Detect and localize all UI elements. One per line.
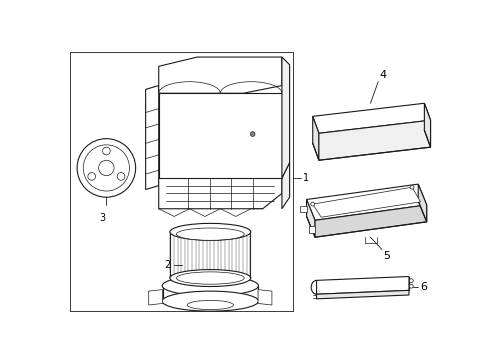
Text: 3: 3 [99,213,105,222]
Bar [309,226,315,233]
Polygon shape [159,57,282,93]
Circle shape [409,279,413,283]
Circle shape [311,202,315,206]
Polygon shape [159,178,282,209]
Text: 5: 5 [384,251,391,261]
Circle shape [88,172,96,180]
Polygon shape [317,276,409,294]
Polygon shape [282,57,290,178]
Circle shape [102,147,110,155]
Text: 1: 1 [303,173,309,183]
Bar [300,206,307,212]
Polygon shape [307,199,315,237]
Circle shape [250,132,255,136]
Polygon shape [159,93,282,178]
Ellipse shape [176,228,244,240]
Polygon shape [418,184,427,222]
Polygon shape [319,120,431,160]
Circle shape [98,160,114,176]
Ellipse shape [162,291,258,311]
Text: 4: 4 [380,70,387,80]
Polygon shape [258,289,272,305]
Polygon shape [424,103,431,147]
Circle shape [77,139,136,197]
Polygon shape [313,116,319,160]
Ellipse shape [176,272,244,284]
Ellipse shape [170,223,251,240]
Polygon shape [282,163,290,209]
Ellipse shape [162,276,258,296]
Text: 2: 2 [164,260,171,270]
Ellipse shape [187,300,233,310]
Text: 6: 6 [420,282,427,292]
Polygon shape [313,103,431,133]
Polygon shape [317,291,409,299]
Circle shape [410,185,414,189]
Circle shape [117,172,125,180]
Circle shape [409,284,413,288]
Ellipse shape [170,270,251,287]
Polygon shape [313,187,420,217]
Polygon shape [146,86,159,189]
Polygon shape [149,289,163,305]
Polygon shape [315,205,427,237]
Circle shape [83,145,129,191]
Polygon shape [307,184,427,220]
